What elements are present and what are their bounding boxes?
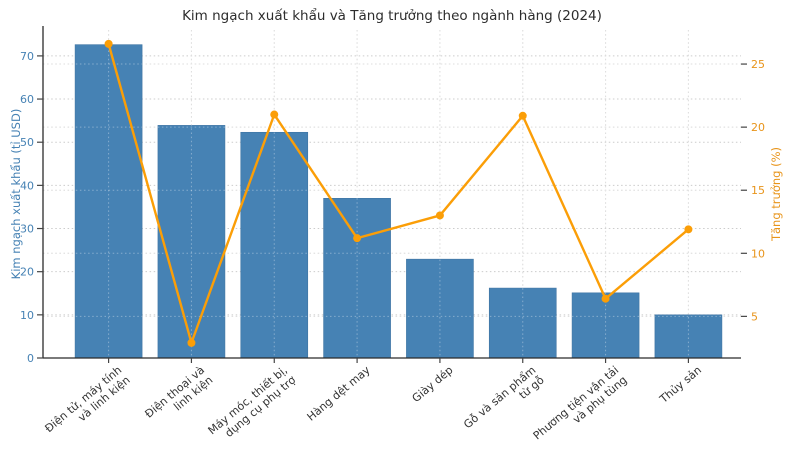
x-tick-label-6: Phương tiện vận tảivà phụ tùng: [531, 364, 630, 453]
left-tick-label: 30: [20, 223, 34, 236]
growth-marker-0: [104, 39, 113, 48]
x-tick-label-2: Máy móc, thiết bị,dụng cụ phụ trợ: [206, 363, 299, 447]
growth-line: [107, 43, 690, 345]
growth-marker-4: [435, 211, 444, 220]
bar-7: [654, 314, 723, 359]
bar-1: [157, 125, 226, 359]
growth-marker-5: [518, 111, 527, 120]
left-tick-label: 0: [27, 352, 34, 365]
bar-6: [571, 292, 640, 359]
left-tick-label: 40: [20, 179, 34, 192]
bar-0: [74, 44, 143, 359]
x-tick-label-7: Thủy sản: [657, 364, 705, 407]
bar-2: [240, 131, 309, 359]
left-tick-label: 70: [20, 50, 34, 63]
left-tick-label: 20: [20, 266, 34, 279]
right-tick-label: 20: [751, 121, 765, 134]
growth-marker-1: [187, 338, 196, 347]
growth-marker-2: [270, 110, 279, 119]
bar-3: [323, 198, 391, 359]
x-tick-label-4: Giày dép: [410, 364, 456, 406]
chart-title: Kim ngạch xuất khẩu và Tăng trưởng theo …: [182, 8, 602, 24]
left-tick-label: 10: [20, 309, 34, 322]
x-tick-label-3: Hàng dệt may: [305, 363, 373, 423]
x-tick-label-1: Điện thoại vàlinh kiện: [143, 364, 216, 431]
right-tick-label: 25: [751, 58, 765, 71]
x-tick-label-0: Điện tử, máy tínhvà linh kiện: [42, 364, 132, 446]
right-tick-label: 10: [751, 247, 765, 260]
left-tick-label: 60: [20, 93, 34, 106]
left-tick-label: 50: [20, 136, 34, 149]
growth-marker-3: [353, 234, 362, 243]
bar-4: [406, 258, 474, 359]
growth-marker-6: [601, 294, 610, 303]
growth-marker-7: [684, 225, 693, 234]
right-tick-label: 5: [751, 310, 758, 323]
bar-5: [488, 287, 557, 359]
right-tick-label: 15: [751, 184, 765, 197]
